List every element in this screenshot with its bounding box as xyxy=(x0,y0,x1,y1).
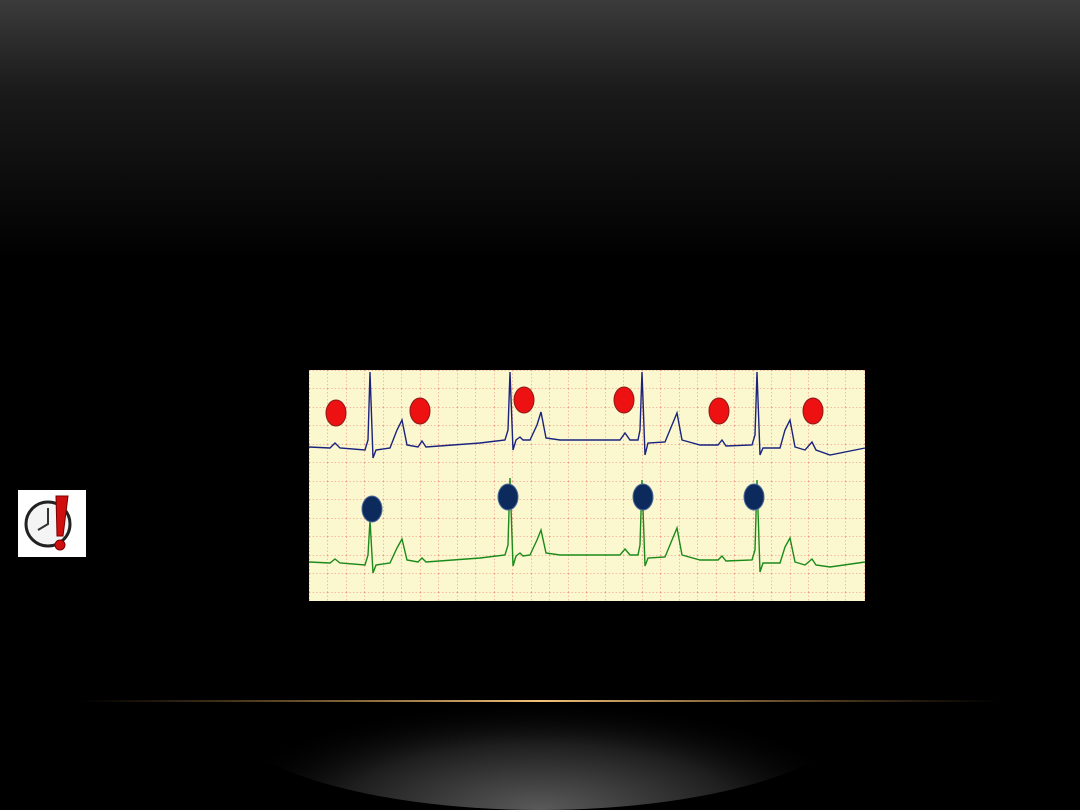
alert-icon[interactable] xyxy=(18,490,86,557)
navy-dot xyxy=(361,495,383,523)
navy-dot xyxy=(497,483,519,511)
navy-dot xyxy=(632,483,654,511)
red-dot xyxy=(708,397,730,425)
icon-exclamation-dot xyxy=(54,539,66,551)
qrs-markers xyxy=(361,483,765,523)
navy-dot xyxy=(743,483,765,511)
p-wave-markers xyxy=(325,386,824,427)
background-top xyxy=(0,0,1080,260)
icon-exclamation xyxy=(55,495,69,537)
red-dot xyxy=(613,386,635,414)
red-dot xyxy=(409,397,431,425)
red-dot xyxy=(513,386,535,414)
red-dot xyxy=(325,399,347,427)
ecg-trace-top xyxy=(308,371,866,459)
ecg-image xyxy=(308,370,866,601)
floor-line xyxy=(80,700,1000,702)
ecg-grid xyxy=(309,370,865,601)
icon-clock-hands xyxy=(37,508,49,531)
red-dot xyxy=(802,397,824,425)
ecg-trace-bottom xyxy=(308,477,866,574)
